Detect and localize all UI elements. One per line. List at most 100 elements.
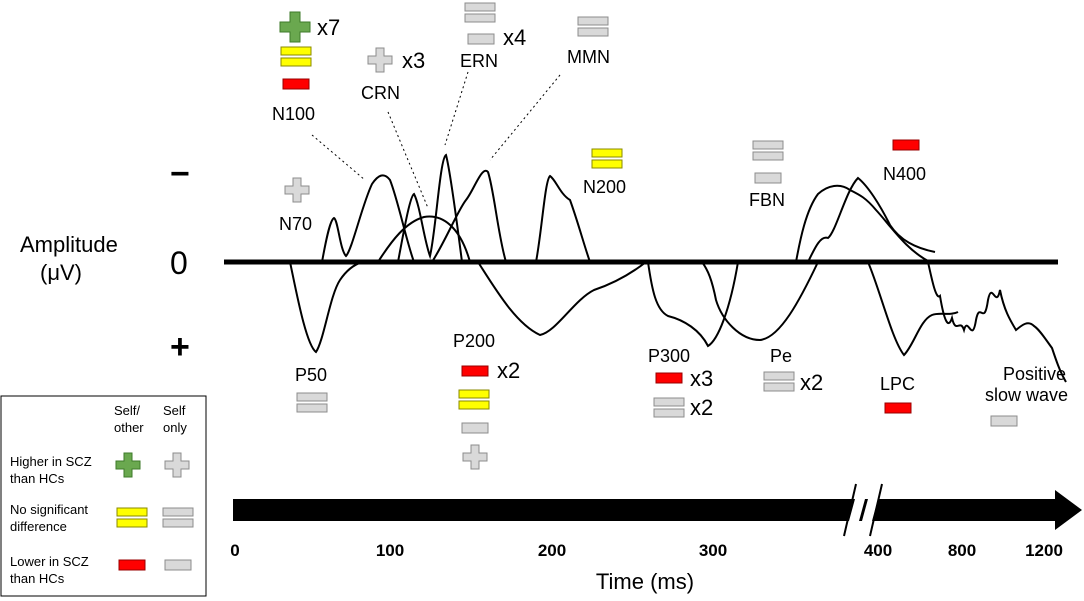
n100-higher-self-other-cross-icon [279,11,311,43]
n70-label: N70 [279,214,312,234]
n100-lower-self-other-bar [282,78,310,90]
fbn-lower-self-only-bar [754,172,782,184]
lpc-lower-self-other-bar [884,402,912,414]
fbn-label: FBN [749,190,785,210]
p50-no-difference-self-only-bar [296,392,328,402]
psw-label-line2: slow wave [985,385,1068,405]
time-axis-title: Time (ms) [596,569,694,594]
p50-no-difference-self-only-bar [296,403,328,413]
p300-no-difference-self-only-bar [653,397,685,407]
legend-row-higher-line1: Higher in SCZ [10,454,92,469]
count-labels: x7 x3 x4 x2 x3 x2 x2 [317,15,823,420]
mmn-no-difference-self-only-bar [577,27,609,37]
p300-label: P300 [648,346,690,366]
fbn-no-difference-self-only-bar [752,140,784,150]
waveform-n200 [535,174,591,263]
tick-label: 100 [376,541,404,560]
leader-crn [387,111,429,209]
crn-higher-self-only-cross-icon [367,47,393,73]
axis-break-slash [869,483,883,537]
pe-no-difference-self-only-bar [763,371,795,381]
amplitude-unit: (μV) [40,260,82,285]
p300-grey-count: x2 [690,395,713,420]
legend-higher-self-only-cross-icon [164,452,190,478]
lpc-label: LPC [880,374,915,394]
finding-markers [279,2,1018,470]
p300-red-count: x3 [690,366,713,391]
legend-col-self-other-line1: Self/ [114,403,140,418]
n100-label: N100 [272,104,315,124]
crn-label: CRN [361,83,400,103]
n400-lower-self-other-bar [892,139,920,151]
legend-row-no-difference-line1: No significant [10,502,88,517]
waveform-p200 [477,261,647,337]
ern-grey-count: x4 [503,25,526,50]
n200-label: N200 [583,177,626,197]
mmn-no-difference-self-only-bar [577,16,609,26]
legend-row-lower-line1: Lower in SCZ [10,554,89,569]
n100-green-count: x7 [317,15,340,40]
waveform-ern [397,153,463,263]
legend-lower-self-other-bar [118,559,146,571]
ern-no-difference-self-only-bar [464,13,496,23]
tick-label: 1200 [1025,541,1063,560]
pe-label: Pe [770,346,792,366]
legend-lower-self-only-bar [164,559,192,571]
legend-text: Self/ other Self only Higher in SCZ than… [10,403,187,586]
waveform-fbn [795,184,931,263]
tick-label: 300 [699,541,727,560]
legend-no-difference-self-only-bar [162,507,194,517]
p200-lower-self-only-bar [461,422,489,434]
legend: Self/ other Self only Higher in SCZ than… [0,395,207,597]
p200-red-count: x2 [497,358,520,383]
tick-label: 400 [864,541,892,560]
legend-higher-self-other-cross-icon [115,452,141,478]
waveform-p50 [289,261,363,354]
p200-higher-self-only-cross-icon [462,444,488,470]
psw-lower-self-only-bar [990,415,1018,427]
leader-mmn [489,74,561,161]
tick-label: 0 [230,541,239,560]
waveform-mmn [431,169,507,263]
ern-lower-self-only-bar [467,33,495,45]
mmn-label: MMN [567,47,610,67]
fbn-no-difference-self-only-bar [752,151,784,161]
waveform-pe [701,261,819,342]
time-ticks: 0 100 200 300 400 800 1200 [230,541,1063,560]
ern-label: ERN [460,51,498,71]
leader-n100 [311,134,366,181]
component-labels: N100 N70 CRN ERN MMN N200 FBN N400 P50 P… [272,47,1068,405]
n100-no-difference-self-other-bar [280,46,312,56]
n100-no-difference-self-other-bar [280,57,312,67]
waveform-n70-n100 [321,174,415,263]
n200-no-difference-self-other-bar [591,159,623,169]
legend-row-higher-line2: than HCs [10,471,65,486]
n70-higher-self-only-cross-icon [284,177,310,203]
p300-lower-self-other-bar [655,372,683,384]
p200-no-difference-self-other-bar [458,400,490,410]
leader-ern [444,71,469,146]
p200-no-difference-self-other-bar [458,389,490,399]
legend-row-lower-line2: than HCs [10,571,65,586]
ern-no-difference-self-only-bar [464,2,496,12]
tick-label: 200 [538,541,566,560]
waveform-p300 [647,261,739,348]
waveform-n400 [807,176,936,263]
amplitude-title: Amplitude [20,232,118,257]
legend-col-self-other-line2: other [114,420,144,435]
legend-no-difference-self-other-bar [116,507,148,517]
amplitude-axis: Amplitude (μV) − 0 + [20,155,190,366]
pe-no-difference-self-only-bar [763,382,795,392]
psw-label-line1: Positive [1003,364,1066,384]
waveform-positive-slow-wave [927,261,1067,383]
waveform-lpc [867,261,959,357]
p200-lower-self-other-bar [461,365,489,377]
time-arrow [233,483,1082,537]
n400-label: N400 [883,164,926,184]
time-arrow-body [233,490,1082,530]
tick-label: 800 [948,541,976,560]
legend-no-difference-self-other-bar [116,518,148,528]
axis-break-icon [846,488,881,532]
